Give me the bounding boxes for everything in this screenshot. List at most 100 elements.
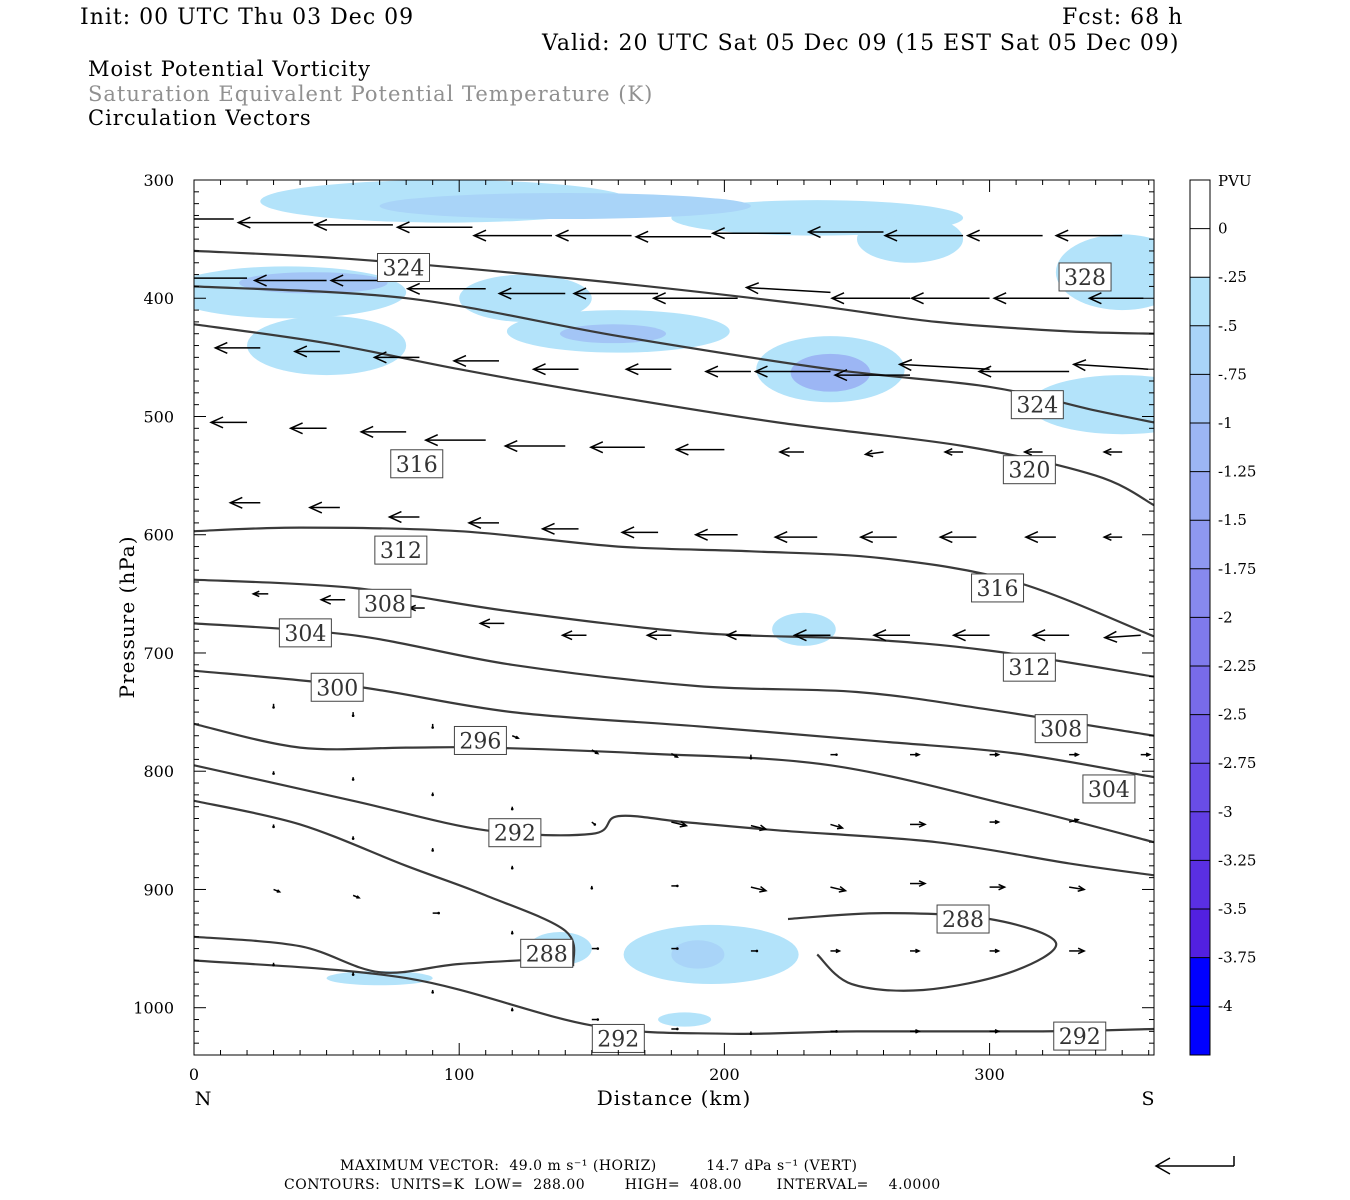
vector-119 [431,989,434,994]
svg-text:304: 304 [284,622,326,647]
colorbar-swatch-0 [1190,180,1210,229]
pv-region-2 [856,215,964,263]
vector-110 [591,947,600,950]
colorbar-label-8: -2 [1218,608,1233,626]
vector-0 [194,218,234,220]
vector-53 [620,526,659,539]
vector-47 [1102,448,1123,456]
colorbar-swatch-7 [1190,520,1210,569]
colorbar-label-1: -.25 [1218,268,1247,286]
y-tick-400: 400 [143,289,174,308]
colorbar-swatch-10 [1190,666,1210,715]
svg-text:292: 292 [494,822,536,847]
pv-region-7 [459,274,592,322]
title-theta-es: Saturation Equivalent Potential Temperat… [88,82,654,106]
contour-label-312-9: 312 [1002,652,1056,682]
vector-2 [313,218,393,232]
colorbar-label-3: -.75 [1218,365,1247,383]
title-pv: Moist Potential Vorticity [88,57,371,81]
pv-shading [194,180,1154,1027]
vector-49 [308,501,340,514]
vector-13 [252,274,327,287]
vector-71 [1102,630,1141,643]
x-end-label-north: N [195,1088,212,1110]
vector-31 [753,365,831,378]
vector-97 [431,848,434,852]
contour-label-316-6: 316 [971,573,1025,603]
colorbar-label-7: -1.75 [1218,560,1256,578]
colorbar-swatch-13 [1190,811,1210,861]
vector-56 [858,531,897,544]
colorbar-label-2: -.5 [1218,317,1237,335]
contour-label-312-5: 312 [374,535,428,565]
y-axis-label: Pressure (hPa) [115,536,139,699]
vector-120 [510,1007,514,1012]
pv-region-4 [379,193,751,220]
vector-111 [671,947,679,950]
vector-38 [359,425,407,438]
vector-66 [725,630,751,641]
vector-81 [989,752,1001,757]
vector-121 [591,1018,600,1021]
vector-22 [992,292,1070,305]
vector-70 [1031,629,1070,642]
vector-67 [792,629,831,642]
vector-88 [591,821,597,826]
vector-8 [806,225,884,239]
svg-text:292: 292 [597,1027,639,1052]
vector-107 [352,894,361,899]
contour-label-320-4: 320 [1002,455,1056,485]
svg-text:308: 308 [364,592,406,617]
valid-time: Valid: 20 UTC Sat 05 Dec 09 (15 EST Sat … [542,31,1180,56]
colorbar-swatch-4 [1190,374,1210,423]
vector-75 [511,735,520,740]
colorbar-swatch-15 [1190,909,1210,958]
y-tick-900: 900 [143,880,174,899]
vector-116 [1069,947,1086,955]
vector-101 [750,885,768,893]
y-tick-700: 700 [143,644,174,663]
vector-87 [510,806,514,811]
colorbar-swatch-12 [1190,763,1210,812]
vector-39 [423,434,486,447]
vector-106 [273,888,282,893]
vector-91 [830,823,845,830]
vector-24 [213,341,261,354]
vector-42 [674,443,725,456]
colorbar-label-11: -2.75 [1218,754,1256,772]
contour-label-308-7: 308 [358,588,412,618]
vector-92 [910,821,927,828]
svg-text:288: 288 [526,942,568,967]
vector-103 [910,880,927,887]
vector-4 [472,229,553,242]
vector-126 [989,1029,1001,1034]
vector-93 [989,819,1001,825]
vector-46 [1022,448,1043,456]
x-end-label-south: S [1141,1088,1154,1110]
contour-label-304-13: 304 [1082,774,1136,804]
colorbar-swatch-2 [1190,277,1210,326]
x-tick-200: 200 [709,1065,740,1084]
pv-region-17 [671,940,725,969]
vector-27 [452,354,499,367]
colorbar-label-9: -2.25 [1218,657,1256,675]
vector-36 [209,416,248,429]
vector-33 [897,358,990,372]
vector-23 [1087,292,1144,305]
vector-84 [272,771,275,775]
vector-82 [1069,752,1080,757]
vector-122 [671,1027,679,1031]
pv-region-13 [1029,375,1154,435]
vector-40 [503,439,566,453]
colorbar-unit: PVU [1218,172,1252,190]
svg-text:316: 316 [977,577,1019,602]
vector-9 [883,229,964,242]
vector-16 [497,287,566,300]
svg-text:292: 292 [1059,1025,1101,1050]
pv-region-12 [790,353,871,392]
vector-61 [319,594,346,605]
colorbar-label-13: -3.25 [1218,851,1256,869]
contour-label-308-11: 308 [1034,714,1088,744]
vector-1 [236,216,314,229]
vector-80 [910,752,921,757]
